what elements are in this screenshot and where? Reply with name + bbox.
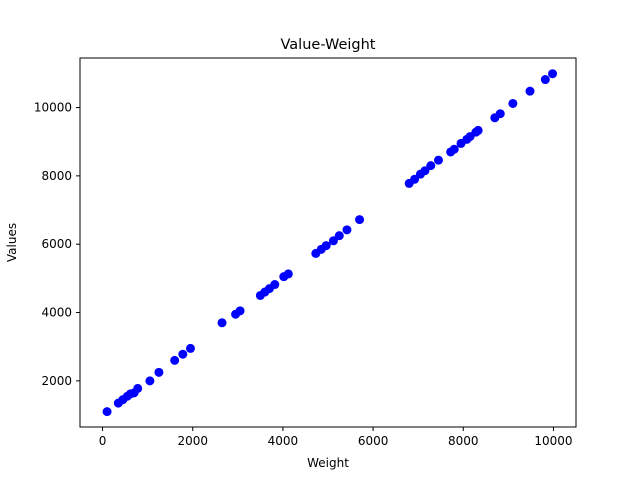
data-point — [283, 269, 293, 279]
data-point — [170, 355, 180, 365]
y-tick-label: 6000 — [41, 237, 72, 251]
data-point — [217, 318, 227, 328]
data-point — [328, 236, 338, 246]
data-point — [548, 69, 558, 79]
x-axis-ticks: 0 2000 4000 6000 8000 10000 — [99, 427, 573, 448]
x-tick-label: 8000 — [448, 434, 479, 448]
plot-frame — [79, 57, 577, 428]
data-point — [102, 407, 112, 417]
data-point — [321, 241, 331, 251]
chart-title: Value-Weight — [281, 37, 376, 53]
data-point — [178, 349, 188, 359]
data-point — [355, 215, 365, 225]
x-tick-label: 2000 — [177, 434, 208, 448]
data-point — [342, 225, 352, 235]
data-point — [185, 343, 195, 353]
data-point — [449, 144, 459, 154]
x-tick-label: 6000 — [358, 434, 389, 448]
data-point — [334, 231, 344, 241]
data-point — [495, 109, 505, 119]
y-axis-ticks: 2000 4000 6000 8000 10000 — [34, 101, 80, 388]
data-point — [154, 367, 164, 377]
data-point — [525, 86, 535, 96]
x-axis-label: Weight — [307, 456, 349, 470]
data-point — [420, 166, 430, 176]
x-tick-label: 4000 — [268, 434, 299, 448]
y-tick-label: 8000 — [41, 169, 72, 183]
y-tick-label: 4000 — [41, 306, 72, 320]
data-point — [145, 376, 155, 386]
data-point — [433, 155, 443, 165]
data-point — [235, 306, 245, 316]
y-tick-label: 2000 — [41, 374, 72, 388]
data-point — [508, 98, 518, 108]
data-point — [270, 280, 280, 290]
data-point — [410, 174, 420, 184]
data-point — [133, 383, 143, 393]
scatter-points — [102, 69, 558, 417]
data-point — [426, 161, 436, 171]
y-tick-label: 10000 — [34, 101, 72, 115]
data-point — [473, 125, 483, 135]
data-point — [540, 75, 550, 85]
x-tick-label: 10000 — [534, 434, 572, 448]
x-tick-label: 0 — [99, 434, 107, 448]
y-axis-label: Values — [5, 223, 19, 262]
